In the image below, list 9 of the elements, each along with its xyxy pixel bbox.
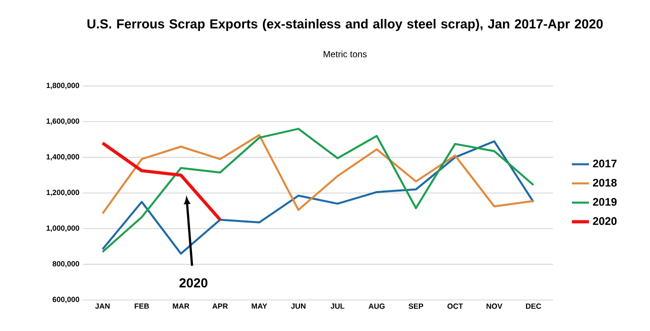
legend-label: 2020	[592, 217, 617, 225]
annotation: 2020	[179, 278, 208, 288]
line-series	[100, 141, 222, 222]
chart-subtitle: Metric tons	[324, 50, 367, 58]
line-series	[102, 134, 534, 214]
legend-label: 2017	[592, 160, 617, 168]
legend-label: 2019	[592, 198, 617, 206]
chart-title: U.S. Ferrous Scrap Exports (ex-stainless and alloy steel scrap), Jan 2017-Apr 2020	[88, 18, 603, 32]
legend-label: 2018	[592, 178, 617, 187]
